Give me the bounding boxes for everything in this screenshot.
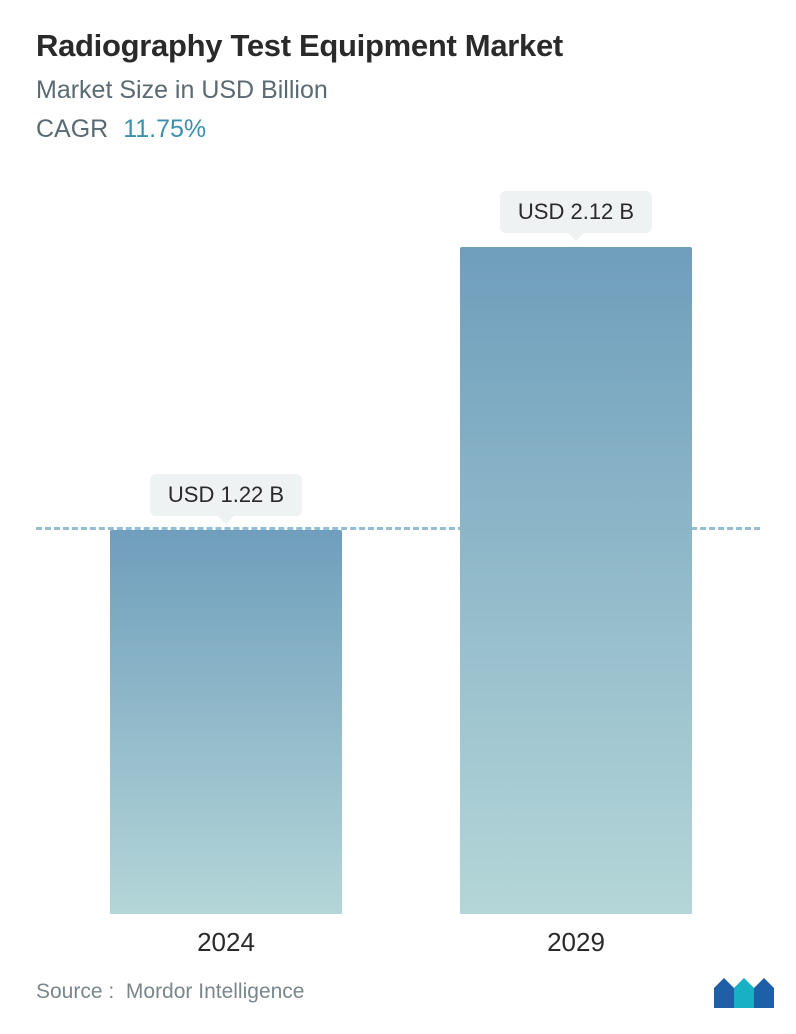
- cagr-value: 11.75%: [123, 115, 206, 143]
- chart-title: Radiography Test Equipment Market: [36, 28, 760, 64]
- bar-chart: USD 1.22 B2024USD 2.12 B2029: [36, 190, 760, 914]
- cagr-line: CAGR 11.75%: [36, 115, 760, 144]
- x-label-2029: 2029: [547, 927, 605, 958]
- source-name: Mordor Intelligence: [126, 980, 305, 1003]
- brand-logo: [712, 974, 776, 1010]
- logo-icon: [712, 974, 776, 1010]
- cagr-label: CAGR: [36, 115, 108, 143]
- value-label-2029: USD 2.12 B: [500, 191, 652, 233]
- source-prefix: Source :: [36, 980, 114, 1003]
- chart-header: Radiography Test Equipment Market Market…: [0, 0, 796, 144]
- source-text: Source : Mordor Intelligence: [36, 980, 304, 1004]
- value-label-2024: USD 1.22 B: [150, 474, 302, 516]
- chart-subtitle: Market Size in USD Billion: [36, 76, 760, 105]
- bar-2029: [460, 247, 692, 914]
- chart-footer: Source : Mordor Intelligence: [36, 974, 776, 1010]
- bar-2024: [110, 530, 342, 914]
- x-label-2024: 2024: [197, 927, 255, 958]
